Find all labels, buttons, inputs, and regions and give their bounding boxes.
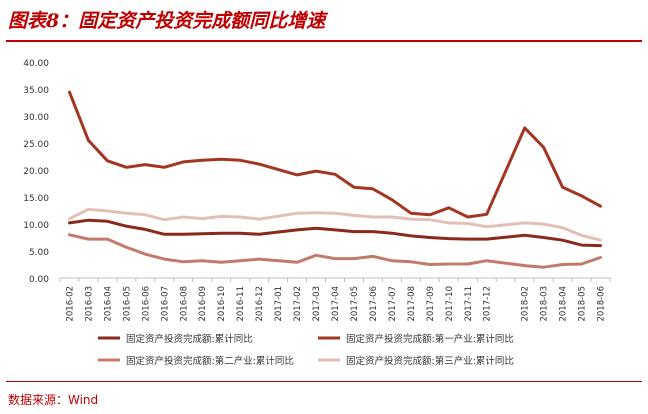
x-tick-label: 2017-06 xyxy=(369,286,379,322)
y-tick-label: 40.00 xyxy=(23,59,49,69)
x-tick-label: 2017-09 xyxy=(426,286,436,322)
series-line-3 xyxy=(68,233,602,269)
x-tick-label: 2018-05 xyxy=(578,286,588,322)
x-tick-label: 2016-10 xyxy=(217,286,227,322)
x-tick-label: 2016-09 xyxy=(198,286,208,322)
y-tick-label: 0.00 xyxy=(29,275,49,285)
y-tick-label: 20.00 xyxy=(23,167,49,177)
series-line-1 xyxy=(68,218,602,248)
x-tick-label: 2017-10 xyxy=(445,286,455,322)
x-tick-label: 2017-02 xyxy=(293,286,303,322)
series-lines xyxy=(68,90,602,269)
x-axis: 2016-02 2016-03 2016-04 2016-05 2016-06 2016-… xyxy=(59,277,611,322)
x-tick-label: 2016-11 xyxy=(236,286,246,322)
x-tick-label: 2018-04 xyxy=(559,286,569,322)
legend-label: 固定资产投资完成额:累计同比 xyxy=(126,333,253,345)
x-tick-label: 2017-11 xyxy=(464,286,474,322)
x-tick-label: 2018-02 xyxy=(521,286,531,322)
series-line-2 xyxy=(68,90,602,219)
x-tick-label: 2016-07 xyxy=(160,286,170,322)
x-tick-label: 2018-03 xyxy=(540,286,550,322)
data-source: 数据来源：Wind xyxy=(8,393,99,407)
legend: 固定资产投资完成额:累计同比 固定资产投资完成额:第一产业:累计同比固定资产投资完… xyxy=(98,333,514,367)
x-tick-label: 2016-08 xyxy=(179,286,189,322)
x-tick-label: 2017-05 xyxy=(350,286,360,322)
line-chart: 0.00 5.00 10.00 15.00 20.00 25.00 30.00 35.00 40… xyxy=(23,59,611,367)
y-tick-label: 10.00 xyxy=(23,221,49,231)
x-tick-label: 2016-05 xyxy=(122,286,132,322)
x-tick-label: 2017-03 xyxy=(312,286,322,322)
y-tick-label: 30.00 xyxy=(23,113,49,123)
x-tick-label: 2017-04 xyxy=(331,286,341,322)
y-tick-label: 5.00 xyxy=(29,248,49,258)
y-tick-label: 15.00 xyxy=(23,194,49,204)
y-tick-label: 35.00 xyxy=(23,86,49,96)
footer-divider xyxy=(6,381,642,382)
legend-label: 固定资产投资完成额:第二产业:累计同比 xyxy=(126,355,294,367)
chart-title: 图表8：固定资产投资完成额同比增速 xyxy=(8,10,326,32)
x-tick-label: 2016-06 xyxy=(141,286,151,322)
x-tick-label: 2016-03 xyxy=(84,286,94,322)
x-tick-label: 2017-01 xyxy=(274,286,284,322)
title-underline xyxy=(6,40,642,42)
x-tick-label: 2016-04 xyxy=(103,286,113,322)
y-tick-label: 25.00 xyxy=(23,140,49,150)
y-axis: 0.00 5.00 10.00 15.00 20.00 25.00 30.00 35.00 40… xyxy=(23,59,49,285)
legend-label: 固定资产投资完成额:第一产业:累计同比 xyxy=(346,333,514,345)
legend-label: 固定资产投资完成额:第三产业:累计同比 xyxy=(346,355,514,367)
x-tick-label: 2016-02 xyxy=(65,286,75,322)
x-tick-label: 2018-06 xyxy=(597,286,607,322)
x-tick-label: 2017-12 xyxy=(483,286,493,322)
x-tick-label: 2017-07 xyxy=(388,286,398,322)
series-line-4 xyxy=(68,207,602,242)
x-tick-label: 2017-08 xyxy=(407,286,417,322)
x-tick-label: 2016-12 xyxy=(255,286,265,322)
